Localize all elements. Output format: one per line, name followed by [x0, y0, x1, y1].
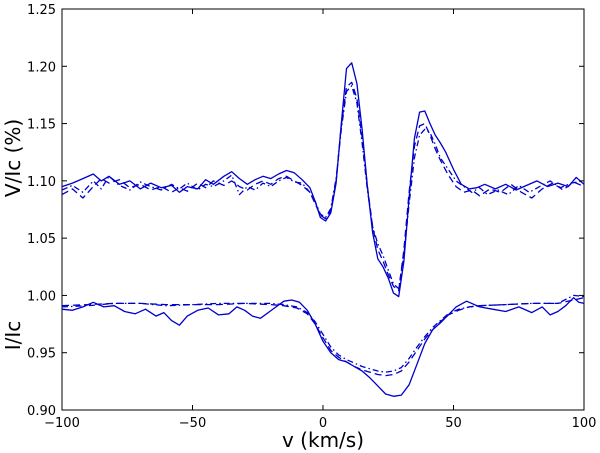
y-axis-label-upper: V/Ic (%)	[1, 119, 25, 197]
x-tick-label: −100	[44, 416, 80, 431]
series-line-stokes-V-dashdot	[61, 85, 585, 290]
y-tick-label: 0.90	[27, 404, 56, 419]
y-tick-label: 1.10	[27, 175, 56, 190]
y-axis-label-lower: I/Ic	[1, 321, 25, 351]
y-tick-label: 1.20	[27, 60, 56, 75]
x-axis-ticks: −100 −50 0 50 100	[44, 9, 596, 431]
series-line-stokes-I-dashdot	[61, 294, 585, 373]
x-tick-label: −50	[179, 416, 206, 431]
series-line-stokes-I-dashed	[61, 297, 585, 377]
y-tick-label: 0.95	[27, 347, 56, 362]
series-line-stokes-V-solid	[61, 62, 585, 298]
x-tick-label: 100	[572, 416, 597, 431]
y-tick-label: 1.05	[27, 232, 56, 247]
plot-area	[61, 8, 585, 411]
y-axis-ticks: 0.90 0.95 1.00 1.05 1.10 1.15 1.20 1.25	[27, 3, 584, 419]
series-layer	[61, 62, 585, 397]
y-tick-label: 1.00	[27, 289, 56, 304]
y-tick-label: 1.25	[27, 3, 56, 18]
series-line-stokes-V-dashed	[61, 81, 585, 292]
x-tick-label: 50	[445, 416, 462, 431]
x-axis-label: v (km/s)	[282, 428, 364, 452]
series-line-stokes-I-solid	[61, 297, 585, 397]
x-tick-label: 0	[319, 416, 327, 431]
y-tick-label: 1.15	[27, 118, 56, 133]
plot-frame	[61, 8, 585, 411]
